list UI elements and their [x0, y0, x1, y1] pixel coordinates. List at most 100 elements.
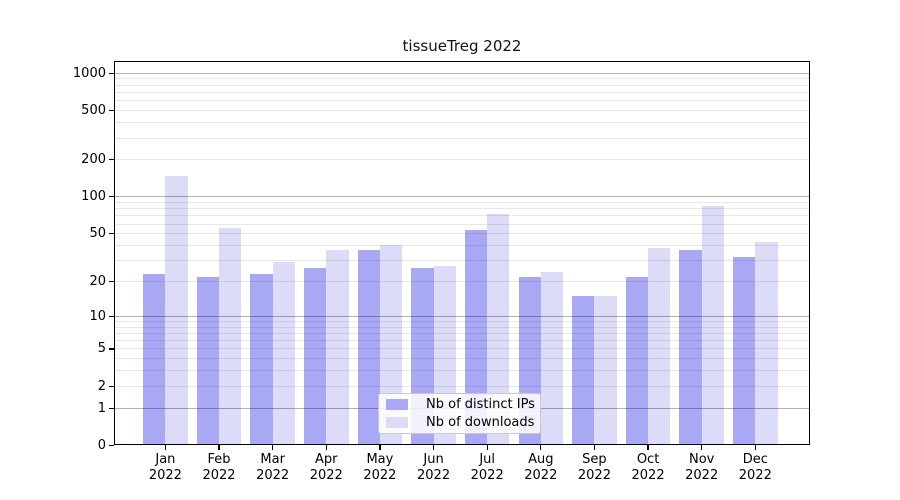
x-axis-tick-label: Dec 2022: [728, 452, 782, 484]
y-axis-tick-label: 0: [97, 438, 106, 453]
x-label-year: 2022: [202, 468, 236, 483]
chart-title: tissueTreg 2022: [402, 37, 522, 55]
gridline-minor: [115, 92, 809, 94]
y-axis-tick: [109, 110, 114, 112]
y-axis-tick: [109, 280, 114, 283]
x-label-month: Apr: [315, 452, 338, 467]
bar-downloads-mar: [272, 262, 295, 445]
x-axis-tick-label: Apr 2022: [299, 452, 353, 484]
x-axis-tick-label: May 2022: [353, 452, 407, 484]
gridline-minor: [115, 370, 809, 372]
bar-distinct-ips-feb: [196, 276, 220, 445]
gridline-minor: [115, 348, 809, 350]
x-axis-tick: [540, 445, 542, 450]
gridline-minor: [115, 202, 809, 203]
gridline-minor: [115, 385, 809, 387]
legend-row-downloads: Nb of downloads: [386, 415, 540, 430]
y-axis-tick: [109, 385, 114, 387]
bar-downloads-feb: [219, 227, 242, 445]
x-label-year: 2022: [417, 468, 451, 483]
legend-row-distinct-ips: Nb of distinct IPs: [386, 397, 540, 412]
gridline-minor: [115, 137, 809, 139]
gridline-minor: [115, 159, 809, 161]
x-label-month: Nov: [689, 452, 715, 467]
gridline-minor: [115, 110, 809, 112]
bar-downloads-jan: [165, 175, 188, 445]
gridline-major: [115, 72, 809, 74]
bar-distinct-ips-sep: [572, 296, 595, 445]
x-label-year: 2022: [738, 468, 772, 483]
gridline-minor: [115, 260, 809, 261]
y-axis-tick-label: 50: [89, 226, 106, 242]
bar-downloads-sep: [594, 296, 617, 445]
y-axis-tick: [109, 407, 114, 409]
x-axis-tick: [593, 445, 596, 450]
bar-distinct-ips-apr: [303, 267, 327, 445]
x-axis-tick: [272, 445, 274, 450]
y-axis-tick: [109, 233, 114, 235]
x-axis-tick-label: Sep 2022: [567, 452, 621, 484]
x-label-month: Jan: [155, 452, 176, 467]
y-axis-tick-label: 100: [81, 189, 106, 205]
x-axis-tick: [164, 445, 166, 450]
gridline-major: [115, 315, 809, 317]
bar-distinct-ips-jul: [464, 229, 488, 445]
x-label-month: Jun: [423, 452, 444, 467]
y-axis-tick-label: 500: [81, 103, 106, 119]
bar-downloads-aug: [540, 272, 564, 445]
gridline-major: [115, 196, 809, 198]
x-axis-tick: [486, 445, 488, 450]
y-axis-tick-label: 1000: [72, 65, 106, 81]
gridline-minor: [115, 320, 809, 322]
x-axis-tick-label: Mar 2022: [246, 452, 300, 484]
x-label-month: May: [366, 452, 394, 467]
x-label-month: Mar: [260, 452, 285, 467]
gridline-minor: [115, 208, 809, 210]
x-label-month: Jul: [479, 452, 496, 467]
x-axis-tick-label: Nov 2022: [675, 452, 729, 484]
x-label-year: 2022: [470, 468, 504, 483]
y-axis-tick: [109, 348, 114, 350]
x-label-month: Oct: [636, 452, 660, 467]
x-label-year: 2022: [148, 468, 182, 483]
gridline-minor: [115, 244, 809, 246]
x-axis-tick-label: Jun 2022: [407, 452, 461, 484]
bar-distinct-ips-nov: [679, 249, 702, 445]
bar-downloads-dec: [755, 241, 778, 445]
gridline-minor: [115, 332, 809, 334]
x-label-month: Aug: [528, 452, 554, 467]
legend-swatch-downloads: [386, 417, 408, 428]
gridline-minor: [115, 358, 809, 360]
x-axis-tick: [647, 445, 649, 450]
x-axis-tick-label: Feb 2022: [192, 452, 246, 484]
bar-downloads-oct: [648, 248, 671, 445]
x-label-year: 2022: [363, 468, 397, 483]
x-label-year: 2022: [524, 468, 558, 483]
x-label-year: 2022: [309, 468, 343, 483]
bar-distinct-ips-oct: [625, 276, 649, 445]
y-axis-tick-label: 200: [81, 152, 106, 168]
gridline-minor: [115, 340, 809, 342]
bar-downloads-nov: [701, 205, 724, 445]
x-axis-tick-label: Oct 2022: [621, 452, 675, 484]
gridline-minor: [115, 223, 809, 225]
x-axis-tick: [754, 445, 756, 450]
bar-downloads-jul: [487, 214, 510, 445]
gridline-minor: [115, 100, 809, 102]
x-axis-tick-label: Jan 2022: [138, 452, 192, 484]
y-axis-tick-label: 1: [97, 400, 106, 416]
y-axis-tick-label: 2: [97, 378, 106, 394]
x-axis-tick-label: Aug 2022: [514, 452, 568, 484]
gridline-minor: [115, 233, 809, 235]
x-axis-tick: [325, 445, 327, 450]
y-axis-tick-label: 20: [89, 273, 106, 289]
y-axis-tick: [109, 444, 114, 447]
y-axis-tick: [109, 72, 114, 74]
y-axis-tick: [109, 159, 114, 161]
x-label-year: 2022: [256, 468, 290, 483]
bar-distinct-ips-may: [357, 249, 380, 445]
bar-distinct-ips-mar: [250, 274, 273, 445]
x-axis-tick: [218, 445, 220, 450]
